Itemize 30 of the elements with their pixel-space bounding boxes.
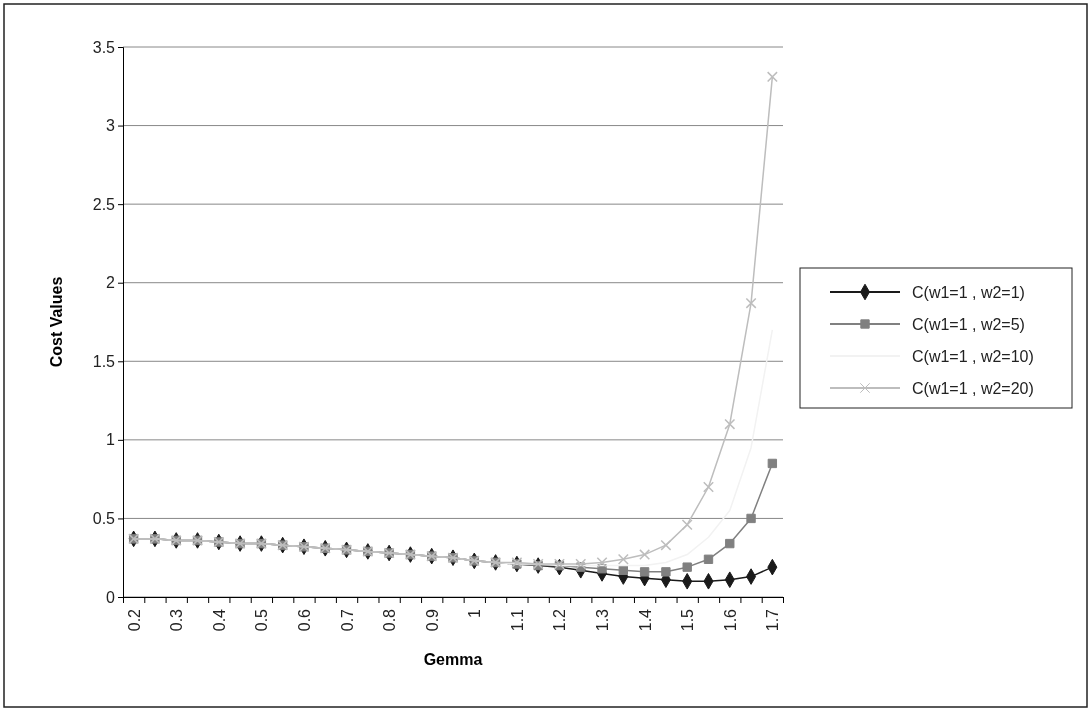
legend-label: C(w1=1 , w2=5) xyxy=(912,316,1025,333)
x-tick-label: 1.7 xyxy=(764,608,782,632)
x-tick-label: 0.9 xyxy=(423,608,441,632)
x-tick-label: 1.6 xyxy=(721,608,739,632)
x-tick-label: 0.5 xyxy=(253,608,271,632)
y-tick-label: 0.5 xyxy=(92,510,116,528)
x-tick-label: 1.5 xyxy=(679,608,697,632)
y-tick-label: 3 xyxy=(106,117,116,135)
legend-label: C(w1=1 , w2=20) xyxy=(912,380,1034,397)
x-tick-label: 0.8 xyxy=(381,608,399,632)
y-tick-label: 0 xyxy=(106,588,116,606)
y-tick-label: 2.5 xyxy=(92,195,116,213)
legend-label: C(w1=1 , w2=1) xyxy=(912,284,1025,301)
y-axis-title: Cost Values xyxy=(48,276,65,368)
x-tick-label: 0.4 xyxy=(210,608,228,632)
x-tick-label: 1.2 xyxy=(551,608,569,632)
x-tick-label: 1 xyxy=(466,608,484,618)
y-tick-label: 1.5 xyxy=(92,352,116,370)
x-tick-label: 0.3 xyxy=(168,608,186,632)
legend-label: C(w1=1 , w2=10) xyxy=(912,348,1034,365)
y-tick-label: 1 xyxy=(106,431,116,449)
x-tick-label: 0.6 xyxy=(295,608,313,632)
y-tick-label: 3.5 xyxy=(92,38,116,56)
x-axis-title: Gemma xyxy=(423,651,483,668)
x-tick-label: 1.3 xyxy=(594,608,612,632)
x-tick-label: 1.4 xyxy=(636,608,654,632)
y-tick-label: 2 xyxy=(106,274,116,292)
x-tick-label: 1.1 xyxy=(508,608,526,632)
x-tick-label: 0.2 xyxy=(125,608,143,632)
x-tick-label: 0.7 xyxy=(338,608,356,632)
